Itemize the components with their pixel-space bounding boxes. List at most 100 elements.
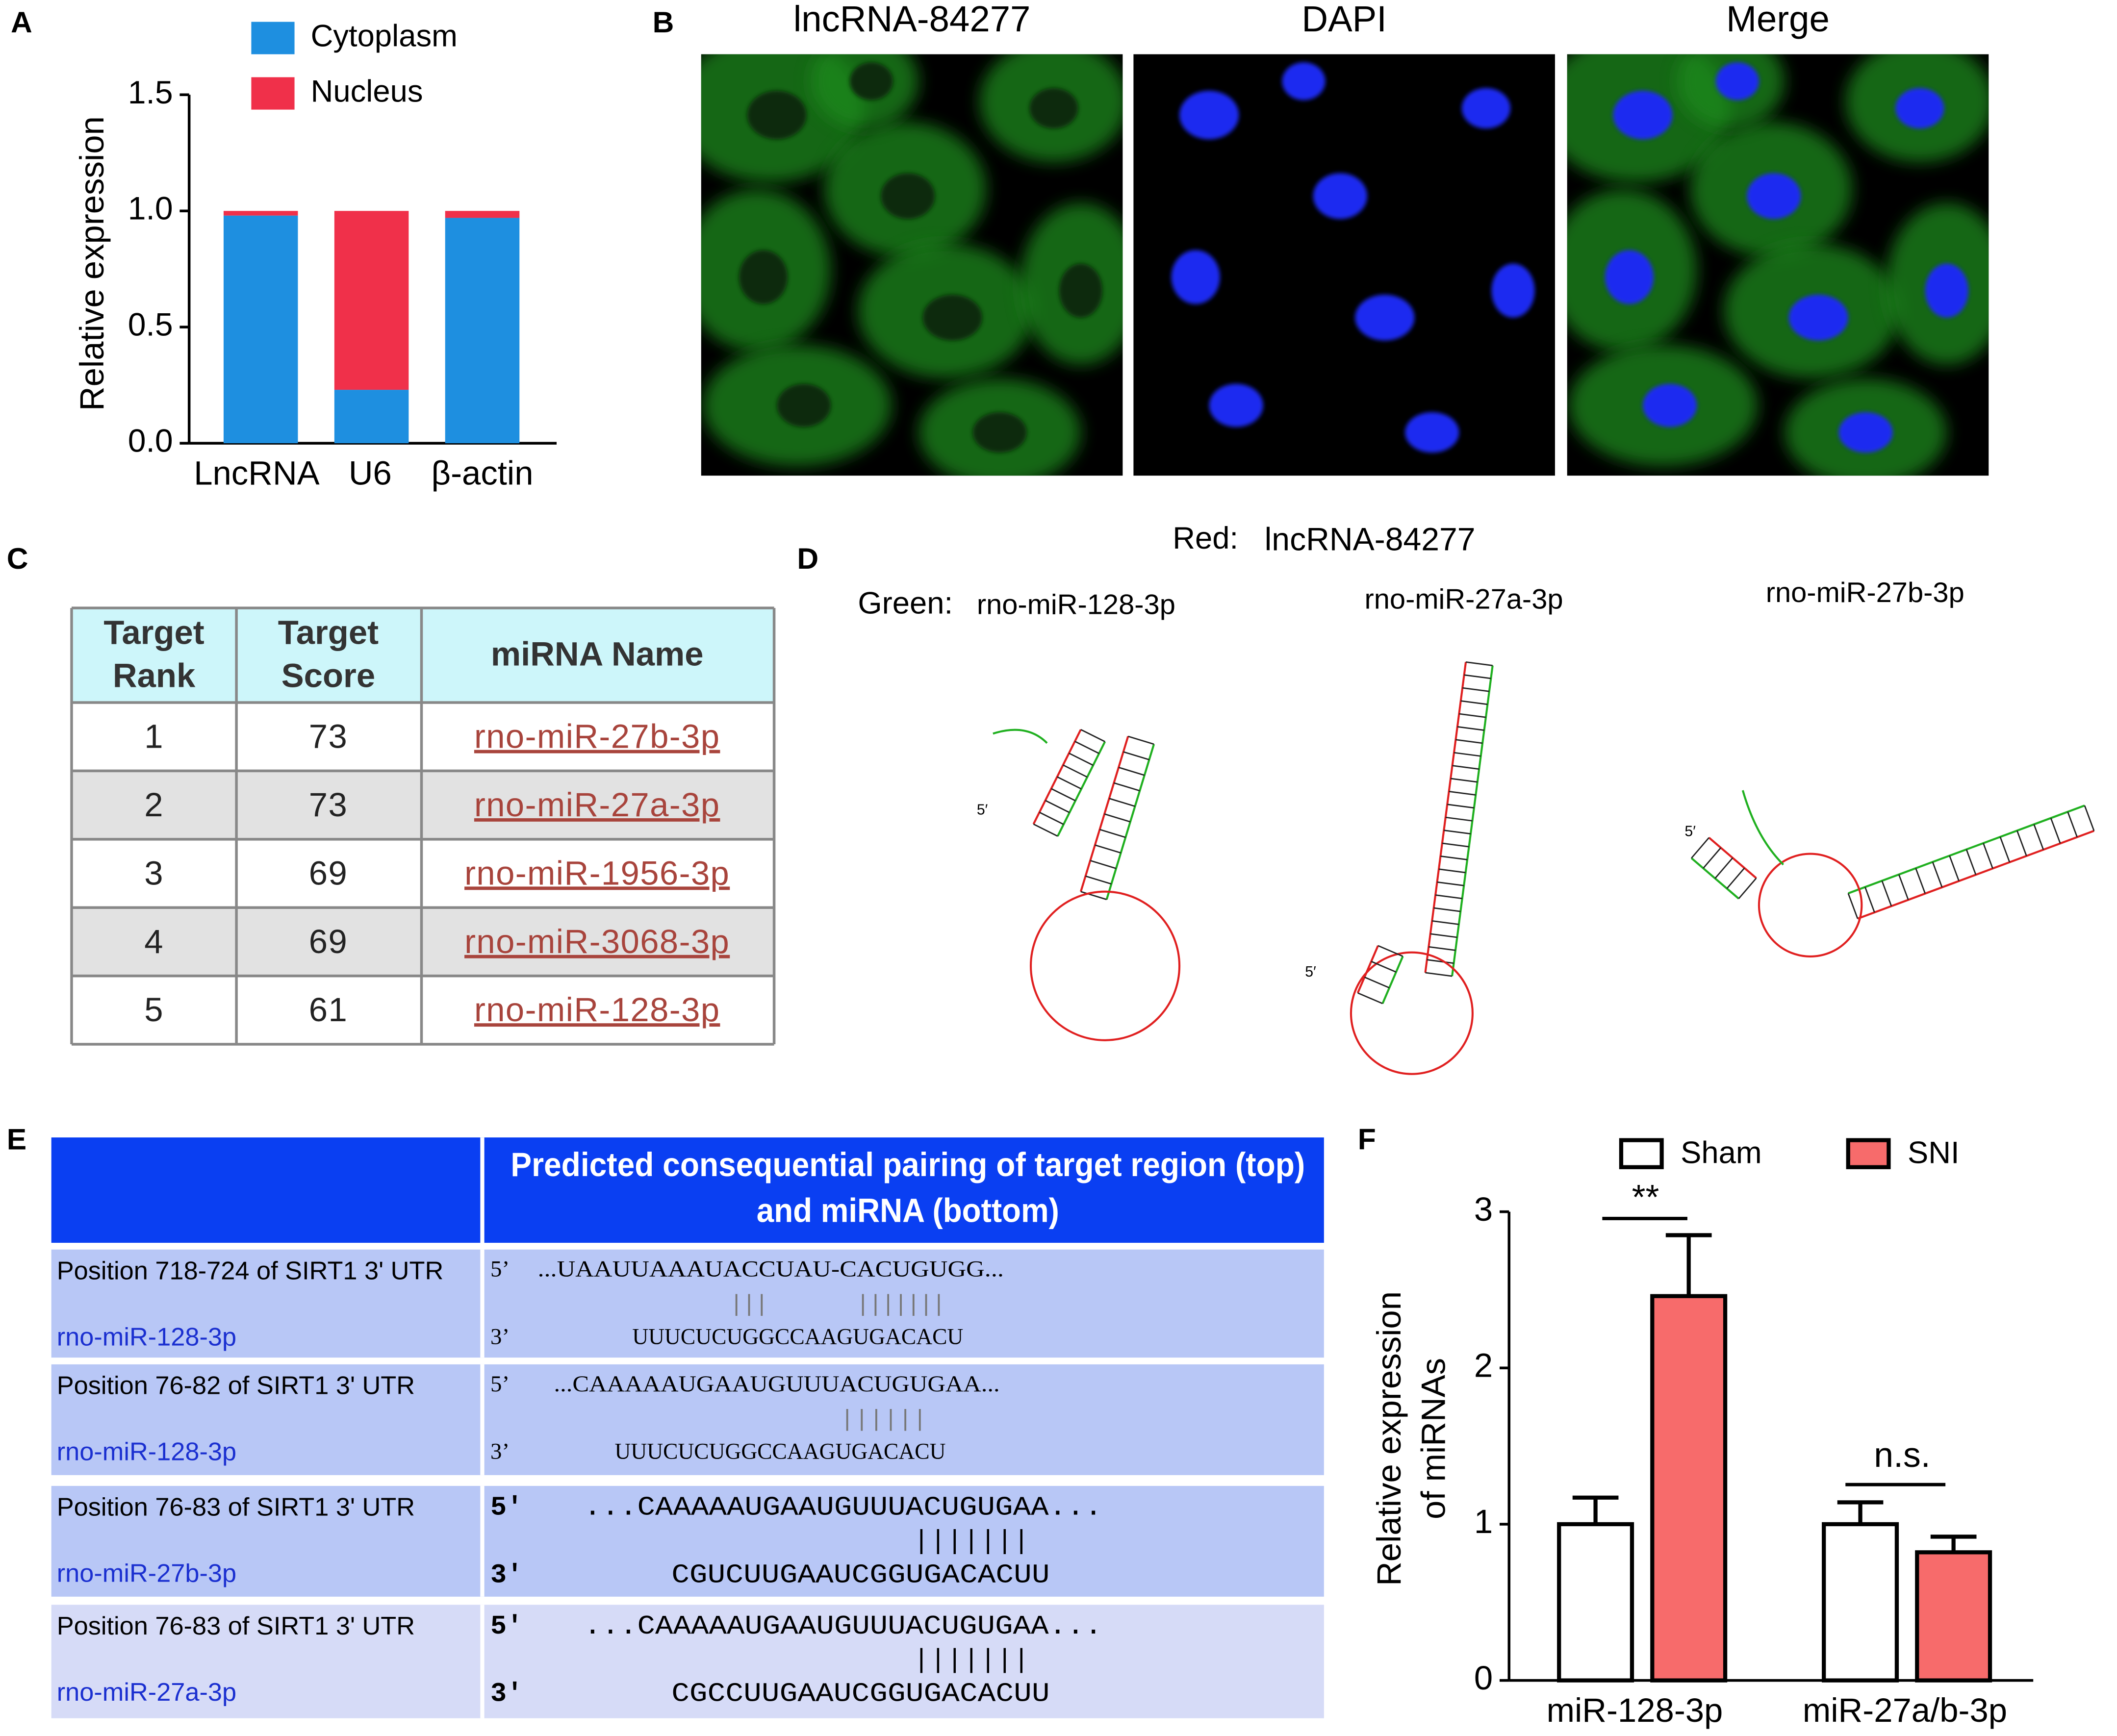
base-pair bbox=[1949, 855, 1960, 881]
structure-title: rno-miR-128-3p bbox=[977, 589, 1175, 621]
cell-nucleus bbox=[1461, 88, 1511, 129]
base-pair bbox=[1435, 894, 1462, 900]
base-pair bbox=[1445, 816, 1473, 822]
table-header: and miRNA (bottom) bbox=[757, 1192, 1059, 1230]
cell-nucleus bbox=[1895, 88, 1944, 129]
base-pair bbox=[1377, 945, 1403, 957]
table-header: Predicted consequential pairing of targe… bbox=[510, 1146, 1305, 1183]
bar-segment bbox=[223, 215, 298, 444]
five-prime-label: 5′ bbox=[977, 802, 988, 818]
base-pair bbox=[1738, 878, 1757, 899]
micrograph-title: lncRNA-84277 bbox=[793, 0, 1031, 39]
cell-nucleus bbox=[1059, 263, 1103, 318]
bar bbox=[1915, 1550, 1992, 1683]
five-prime-label: 5′ bbox=[1305, 964, 1316, 980]
table-header: Target bbox=[103, 613, 204, 651]
base-pair bbox=[1080, 729, 1105, 742]
cell-nucleus bbox=[1405, 412, 1459, 453]
base-pair bbox=[1045, 800, 1070, 813]
base-pair bbox=[1118, 766, 1145, 776]
base-pair bbox=[1452, 765, 1479, 770]
base-pair bbox=[2016, 830, 2027, 856]
mirna-sequence: CGUCUUGAAUCGGUGACACUU bbox=[671, 1560, 1049, 1590]
base-pair bbox=[1425, 972, 1453, 977]
base-pair bbox=[2050, 818, 2061, 844]
mirna-sequence: UUUCUCUGGCCAAGUGACACU bbox=[615, 1439, 946, 1464]
strand-end: 3’ bbox=[490, 1439, 510, 1464]
x-tick-label: β-actin bbox=[432, 454, 534, 492]
base-pair bbox=[1080, 891, 1107, 901]
base-pair bbox=[1430, 933, 1457, 938]
cell-nucleus bbox=[922, 295, 982, 341]
bar-segment bbox=[334, 390, 409, 444]
y-tick-label: 1.0 bbox=[128, 191, 173, 227]
pairing-marks: ||||||| bbox=[913, 1645, 1029, 1676]
y-axis-label: of miRNAs bbox=[1415, 1358, 1453, 1519]
mirna-label: rno-miR-27b-3p bbox=[57, 1560, 236, 1588]
panel-label: E bbox=[7, 1122, 26, 1156]
base-pair bbox=[1983, 843, 1993, 869]
base-pair bbox=[1114, 782, 1140, 792]
y-tick-label: 0.5 bbox=[128, 307, 173, 343]
bar-segment bbox=[223, 211, 298, 216]
x-tick-label: miR-128-3p bbox=[1547, 1691, 1723, 1729]
y-axis-label: Relative expression bbox=[73, 116, 111, 411]
base-pair bbox=[1449, 791, 1476, 796]
table-row-bg bbox=[51, 1249, 1324, 1358]
table-row-bg bbox=[51, 1605, 1324, 1718]
base-pair bbox=[1464, 674, 1491, 679]
cell-nucleus bbox=[1838, 412, 1893, 453]
base-pair bbox=[1864, 886, 1875, 913]
legend-swatch bbox=[251, 22, 295, 54]
table-header-bg bbox=[51, 1137, 1324, 1243]
micrograph-content bbox=[701, 54, 1123, 476]
table-cell: 73 bbox=[309, 718, 348, 755]
base-pair bbox=[1438, 868, 1466, 874]
y-tick-label: 0 bbox=[1474, 1659, 1493, 1697]
strand-end: 5’ bbox=[490, 1371, 510, 1397]
micrograph-title: Merge bbox=[1726, 0, 1830, 39]
base-pair bbox=[1457, 726, 1484, 731]
base-pair bbox=[1459, 713, 1486, 718]
table-cell: 69 bbox=[309, 923, 348, 960]
panel-label: B bbox=[653, 5, 674, 39]
loop bbox=[1350, 951, 1474, 1075]
base-pair bbox=[1127, 735, 1154, 745]
legend-label: Sham bbox=[1681, 1136, 1762, 1170]
base-pair bbox=[1442, 842, 1469, 848]
base-pair bbox=[1847, 893, 1859, 919]
position-label: Position 76-82 of SIRT1 3' UTR bbox=[57, 1372, 415, 1400]
base-pair bbox=[1932, 861, 1943, 888]
base-pair bbox=[1033, 823, 1058, 837]
y-tick-label: 3 bbox=[1474, 1190, 1493, 1228]
strand-end: 5' bbox=[490, 1611, 523, 1642]
base-pair bbox=[1364, 976, 1390, 989]
base-pair bbox=[1462, 687, 1490, 692]
table-header: miRNA Name bbox=[491, 635, 704, 673]
base-pair bbox=[1465, 661, 1493, 666]
base-pair bbox=[1999, 836, 2011, 863]
base-pair bbox=[1123, 751, 1149, 760]
base-pair bbox=[1714, 857, 1734, 879]
cell-nucleus bbox=[1715, 62, 1759, 101]
base-pair bbox=[1051, 788, 1076, 802]
base-pair bbox=[1703, 847, 1722, 869]
table-cell: 5 bbox=[144, 991, 164, 1029]
bar bbox=[1650, 1294, 1728, 1683]
cell-nucleus bbox=[1209, 383, 1263, 428]
mirna-sequence: CGCCUUGAAUCGGUGACACUU bbox=[671, 1679, 1049, 1710]
cell-nucleus bbox=[972, 412, 1027, 453]
cell-nucleus bbox=[1491, 263, 1535, 318]
panel-label: F bbox=[1358, 1122, 1376, 1156]
cell-nucleus bbox=[1925, 263, 1968, 318]
table-cell: 69 bbox=[309, 854, 348, 892]
target-sequence: ...CAAAAAUGAAUGUUUACUGUGAA... bbox=[554, 1371, 1000, 1397]
base-pair bbox=[1109, 798, 1135, 807]
y-tick-label: 1.5 bbox=[128, 75, 173, 111]
cell-nucleus bbox=[1029, 88, 1078, 129]
loop bbox=[1758, 853, 1863, 958]
legend-label: Green: bbox=[858, 586, 953, 620]
base-pair bbox=[1915, 868, 1926, 894]
table-cell: 1 bbox=[144, 718, 164, 755]
